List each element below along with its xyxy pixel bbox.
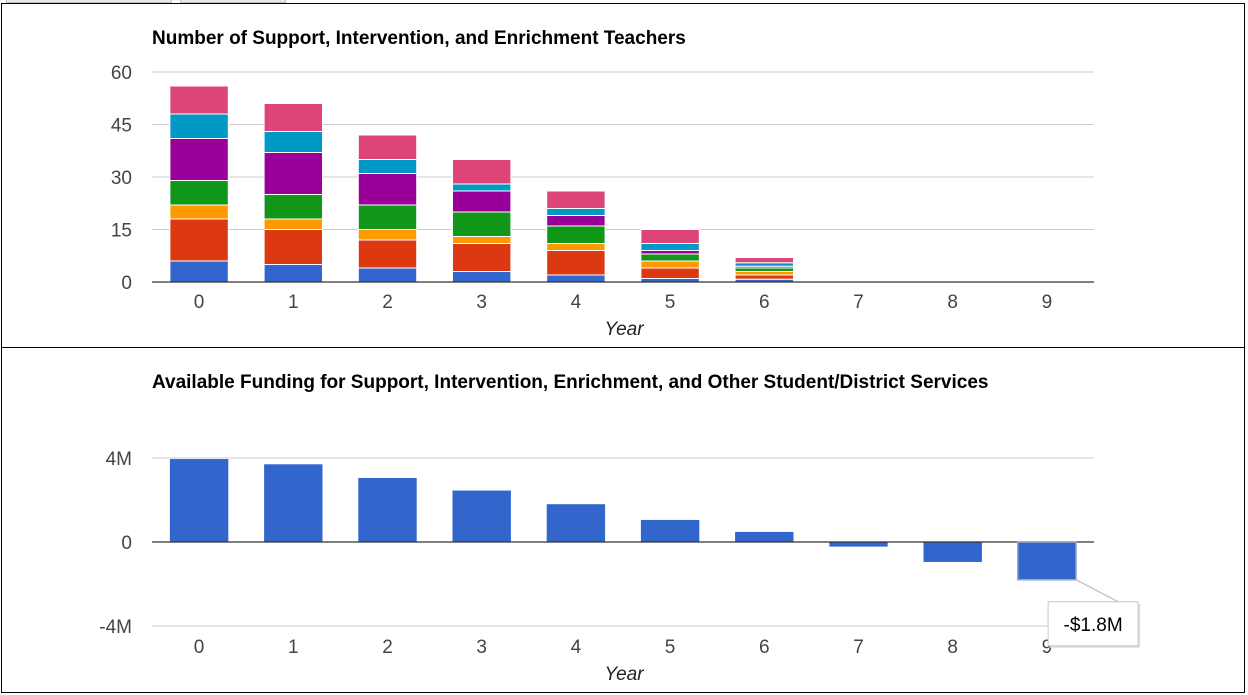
bar-segment[interactable] xyxy=(640,229,700,244)
x-tick-label: 9 xyxy=(1042,292,1053,313)
bar-segment[interactable] xyxy=(263,229,324,265)
y-tick-label: 30 xyxy=(111,168,132,189)
funding-chart-panel: Available Funding for Support, Intervent… xyxy=(1,347,1245,693)
bar-segment[interactable] xyxy=(640,267,700,279)
bar-segment[interactable] xyxy=(734,262,795,267)
y-tick-label: 4M xyxy=(106,449,132,470)
x-tick-label: 6 xyxy=(759,292,770,313)
x-tick-label: 4 xyxy=(571,637,582,658)
x-tick-label: 3 xyxy=(476,637,487,658)
x-tick-label: 1 xyxy=(288,637,299,658)
selected-bar-outline xyxy=(1016,541,1077,581)
x-tick-label: 7 xyxy=(853,637,864,658)
bar-segment[interactable] xyxy=(640,250,700,255)
bar-segment[interactable] xyxy=(263,218,324,230)
x-tick-label: 7 xyxy=(853,292,864,313)
bar-segment[interactable] xyxy=(451,183,512,192)
teachers-chart-panel: Number of Support, Intervention, and Enr… xyxy=(1,3,1245,349)
bar-segment[interactable] xyxy=(451,236,512,244)
y-tick-label: 0 xyxy=(121,533,132,554)
bar-segment[interactable] xyxy=(546,243,606,251)
x-tick-label: 5 xyxy=(665,637,676,658)
x-tick-label: 3 xyxy=(476,292,487,313)
bar[interactable] xyxy=(923,542,982,562)
x-axis-title: Year xyxy=(604,664,644,685)
bar-segment[interactable] xyxy=(546,225,606,244)
bar-segment[interactable] xyxy=(734,271,795,276)
bar-segment[interactable] xyxy=(546,215,606,227)
bar-segment[interactable] xyxy=(357,134,418,160)
bar[interactable] xyxy=(452,490,511,542)
bar-segment[interactable] xyxy=(263,194,324,220)
bar-segment[interactable] xyxy=(451,159,512,185)
bar-segment[interactable] xyxy=(734,257,795,264)
tab-stub-1[interactable] xyxy=(6,0,172,3)
bar-segment[interactable] xyxy=(357,229,418,241)
bar-segment[interactable] xyxy=(640,243,700,251)
x-tick-label: 9 xyxy=(1042,637,1053,658)
bar-segment[interactable] xyxy=(357,267,418,283)
bar-segment[interactable] xyxy=(169,260,229,283)
bar-segment[interactable] xyxy=(263,264,324,283)
bar-segment[interactable] xyxy=(169,138,229,181)
x-tick-label: 5 xyxy=(665,292,676,313)
tooltip-box xyxy=(1047,601,1139,647)
y-tick-label: 15 xyxy=(111,221,132,242)
bar-segment[interactable] xyxy=(357,204,418,230)
bar-segment[interactable] xyxy=(546,208,606,216)
bar[interactable] xyxy=(640,519,700,542)
bar-segment[interactable] xyxy=(169,113,229,139)
bar-segment[interactable] xyxy=(451,243,512,272)
x-tick-label: 1 xyxy=(288,292,299,313)
x-tick-label: 8 xyxy=(947,292,958,313)
bar[interactable] xyxy=(1017,542,1077,580)
bar-segment[interactable] xyxy=(451,190,512,213)
bar-segment[interactable] xyxy=(263,131,324,153)
tooltip-label: -$1.8M xyxy=(1064,615,1123,636)
bar-segment[interactable] xyxy=(734,267,795,272)
bar-segment[interactable] xyxy=(357,159,418,174)
bar-segment[interactable] xyxy=(169,180,229,206)
teachers-chart: Number of Support, Intervention, and Enr… xyxy=(111,28,1094,340)
x-tick-label: 8 xyxy=(947,637,958,658)
y-tick-label: 0 xyxy=(121,273,132,294)
x-tick-label: 2 xyxy=(382,637,393,658)
chart-title: Number of Support, Intervention, and Enr… xyxy=(152,28,686,49)
bar-segment[interactable] xyxy=(169,218,229,262)
bar[interactable] xyxy=(735,531,794,542)
bar-segment[interactable] xyxy=(546,274,606,283)
y-tick-label: 45 xyxy=(111,116,132,137)
chart-title: Available Funding for Support, Intervent… xyxy=(152,372,988,393)
bar-segment[interactable] xyxy=(734,274,795,280)
y-tick-label: -4M xyxy=(99,617,132,638)
y-tick-label: 60 xyxy=(111,63,132,84)
bar-segment[interactable] xyxy=(263,152,324,195)
bar[interactable] xyxy=(358,477,417,542)
bar-segment[interactable] xyxy=(640,260,700,269)
x-tick-label: 2 xyxy=(382,292,393,313)
tab-stub-2[interactable] xyxy=(180,0,286,3)
bar-segment[interactable] xyxy=(357,173,418,206)
x-tick-label: 6 xyxy=(759,637,770,658)
x-axis-title: Year xyxy=(604,319,644,340)
bar[interactable] xyxy=(264,464,323,542)
bar-segment[interactable] xyxy=(169,85,229,115)
bar-segment[interactable] xyxy=(169,204,229,220)
bar-segment[interactable] xyxy=(451,211,512,237)
bar-segment[interactable] xyxy=(546,190,606,209)
bar[interactable] xyxy=(169,459,229,542)
bar-segment[interactable] xyxy=(451,271,512,283)
bar[interactable] xyxy=(546,504,606,542)
funding-chart: Available Funding for Support, Intervent… xyxy=(99,372,1141,685)
bar-segment[interactable] xyxy=(357,239,418,269)
bar-segment[interactable] xyxy=(640,253,700,262)
bar-segment[interactable] xyxy=(546,250,606,276)
tooltip-pointer xyxy=(1075,579,1119,603)
bar[interactable] xyxy=(829,542,888,547)
bar-segment[interactable] xyxy=(263,103,324,132)
x-tick-label: 0 xyxy=(194,292,205,313)
x-tick-label: 4 xyxy=(571,292,582,313)
x-tick-label: 0 xyxy=(194,637,205,658)
